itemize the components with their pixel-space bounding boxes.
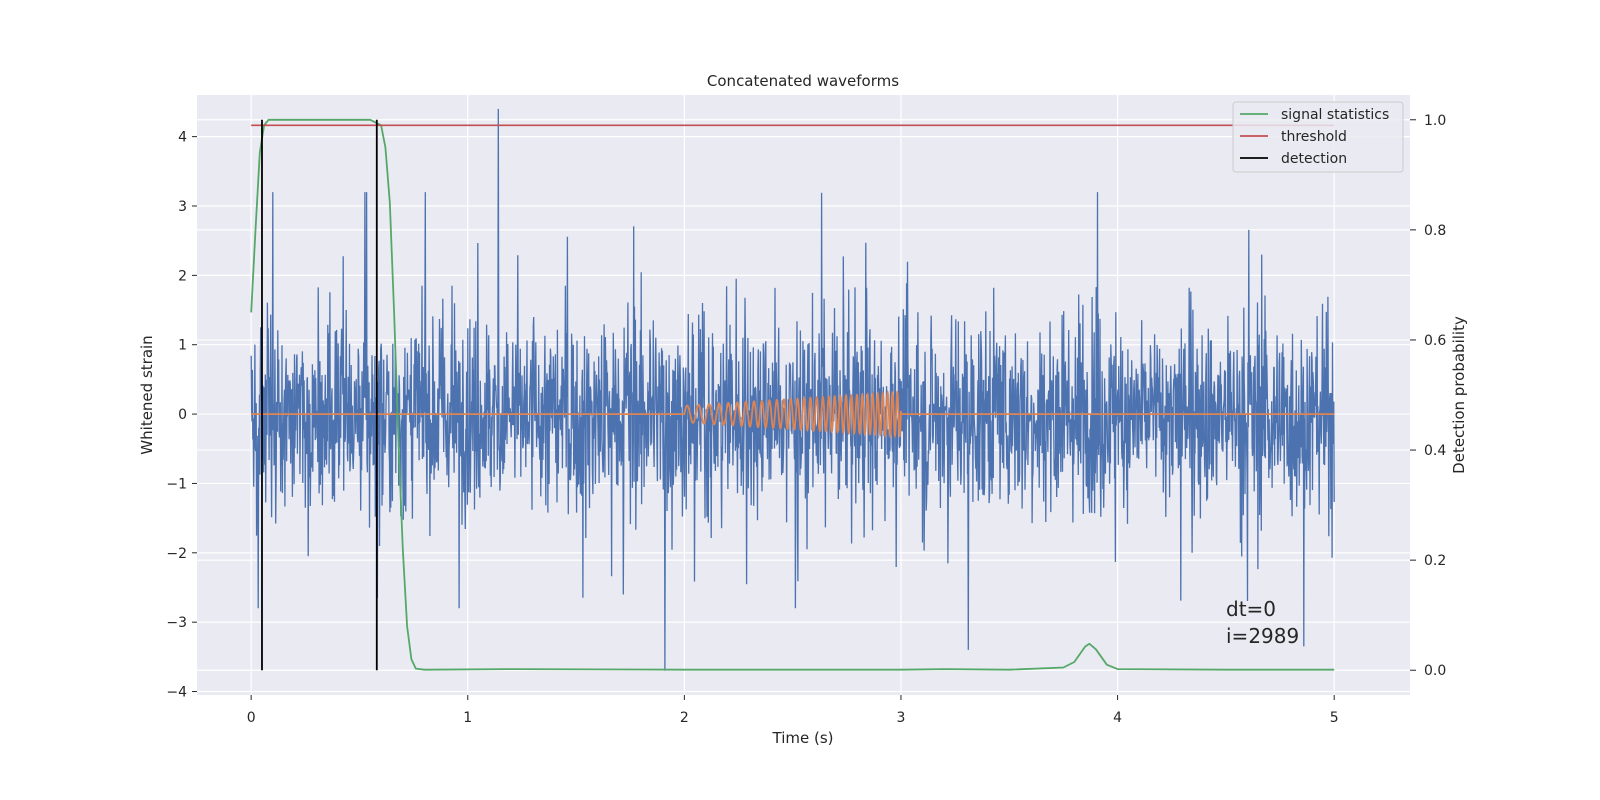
- legend-box: [1232, 101, 1404, 173]
- y2-tick-label: 0.8: [1424, 223, 1446, 239]
- strain-line: [250, 108, 1335, 671]
- y-tick-label: −4: [166, 685, 187, 701]
- y2-tick-label: 0.0: [1424, 663, 1446, 679]
- strain-series: [250, 108, 1335, 671]
- y-tick-label: 1: [178, 338, 187, 354]
- y-tick-label: 0: [178, 407, 187, 423]
- y2-tick-label: 0.6: [1424, 333, 1446, 349]
- y-tick-label: −2: [166, 546, 187, 562]
- y-tick-label: −1: [166, 476, 187, 492]
- annotation: dt=0 i=2989: [1226, 597, 1299, 648]
- y-axis-ticks: 4 3 2 1 0 −1 −2 −3 −4: [166, 130, 197, 701]
- x-axis-ticks: 0 1 2 3 4 5: [247, 695, 1339, 726]
- x-tick-label: 5: [1330, 710, 1339, 726]
- y2-axis-ticks: 1.0 0.8 0.6 0.4 0.2 0.0: [1410, 113, 1446, 679]
- y2-tick-label: 1.0: [1424, 113, 1446, 129]
- y2-tick-label: 0.2: [1424, 553, 1446, 569]
- chart-title: Concatenated waveforms: [707, 72, 899, 90]
- x-tick-label: 2: [680, 710, 689, 726]
- y-tick-label: −3: [166, 615, 187, 631]
- x-tick-label: 1: [463, 710, 472, 726]
- template-line: [251, 389, 1335, 439]
- x-tick-label: 4: [1113, 710, 1122, 726]
- x-tick-label: 0: [247, 710, 256, 726]
- annotation-i: i=2989: [1226, 624, 1299, 648]
- y-tick-label: 2: [178, 268, 187, 284]
- legend-label-detection: detection: [1281, 151, 1347, 167]
- legend-label-threshold: threshold: [1281, 129, 1347, 145]
- x-tick-label: 3: [897, 710, 906, 726]
- y-axis-label: Whitened strain: [138, 335, 156, 454]
- y2-axis-label: Detection probability: [1450, 316, 1468, 474]
- template-series: [251, 389, 1335, 439]
- legend-label-signal-statistics: signal statistics: [1281, 107, 1389, 123]
- detection-lines: [261, 119, 378, 671]
- signal-statistics-line: [250, 118, 1335, 671]
- legend: signal statistics threshold detection: [1232, 101, 1404, 173]
- y-tick-label: 3: [178, 199, 187, 215]
- x-axis-label: Time (s): [772, 729, 834, 747]
- y-tick-label: 4: [178, 130, 187, 146]
- y2-tick-label: 0.4: [1424, 443, 1446, 459]
- signal-statistics-series: [250, 118, 1335, 671]
- annotation-dt: dt=0: [1226, 597, 1276, 621]
